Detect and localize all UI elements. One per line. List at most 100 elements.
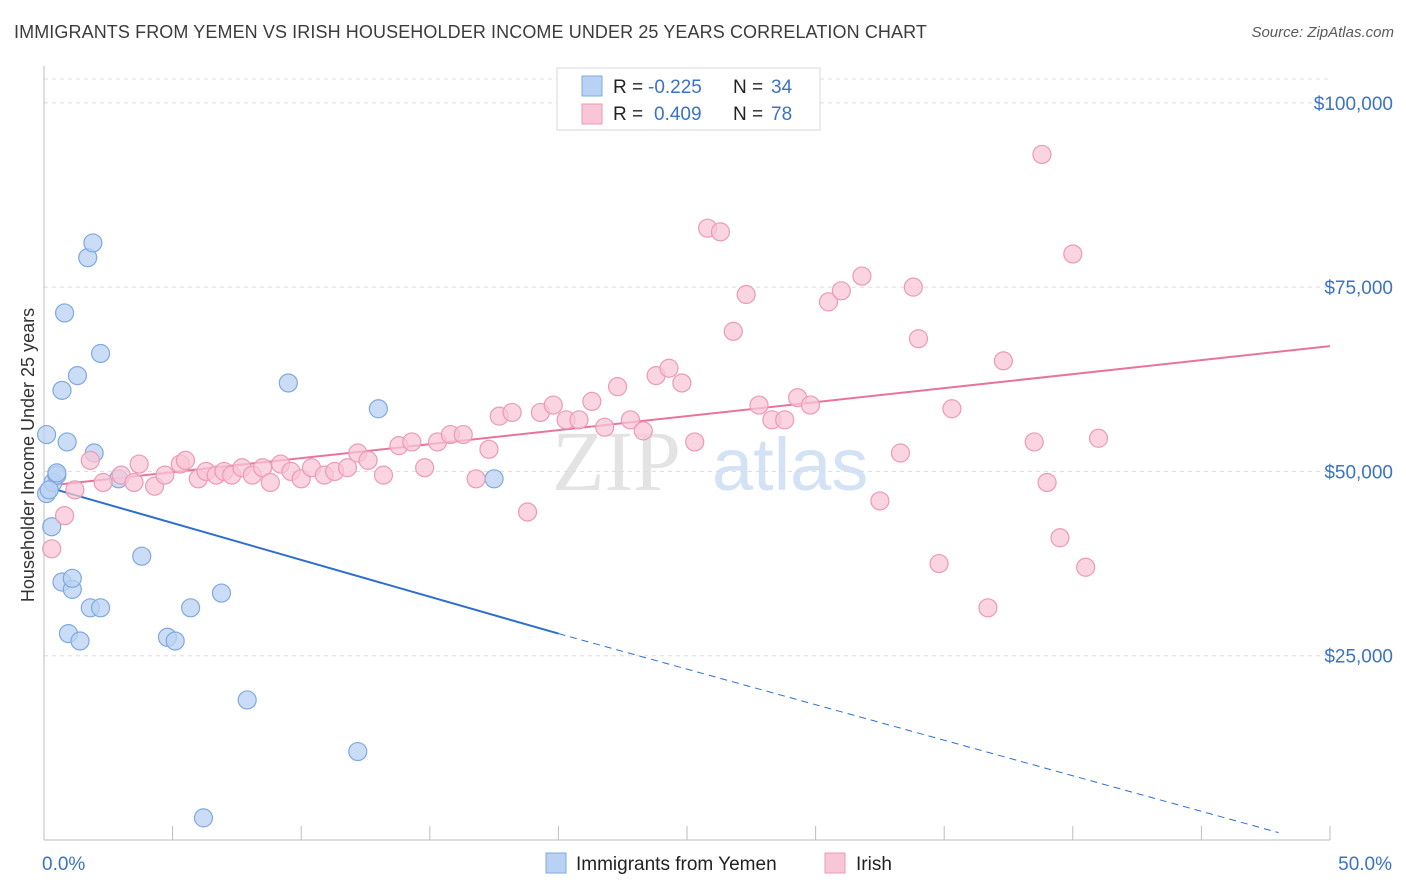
legend-n-label-yemen: N = (733, 77, 763, 98)
scatter-points (36, 144, 1109, 828)
legend-r-value-yemen: -0.225 (648, 77, 702, 98)
point-irish (818, 292, 839, 312)
chart-source: Source: ZipAtlas.com (1251, 24, 1394, 41)
legend-r-label-yemen: R = (613, 77, 643, 98)
point-irish (253, 458, 273, 478)
legend-n-value-irish: 78 (771, 104, 792, 125)
point-irish (1050, 528, 1070, 548)
point-yemen (42, 517, 62, 537)
point-irish (402, 432, 422, 452)
legend-r-value-irish: 0.409 (654, 104, 702, 125)
bottom-legend-label-irish: Irish (856, 854, 892, 875)
x-tick-label-min: 0.0% (42, 854, 85, 875)
legend-n-value-yemen: 34 (771, 77, 793, 98)
bottom-legend-swatch-irish (824, 852, 846, 874)
point-irish (415, 458, 435, 478)
point-yemen (83, 233, 103, 253)
point-irish (453, 424, 473, 445)
point-irish (569, 410, 589, 430)
point-irish (517, 502, 538, 522)
y-tick-label: $75,000 (1324, 278, 1393, 299)
point-irish (373, 465, 394, 485)
trend-line-yemen-extrapolated (558, 633, 1279, 834)
trend-lines (43, 345, 1331, 834)
point-yemen (90, 598, 111, 618)
point-yemen (348, 741, 368, 762)
legend: R = -0.225 N = 34 R = 0.409 N = 78 (556, 67, 821, 131)
point-irish (978, 598, 998, 618)
bottom-legend-swatch-yemen (545, 852, 567, 874)
point-irish (800, 395, 821, 415)
point-irish (620, 410, 641, 430)
point-yemen (368, 399, 388, 419)
point-yemen (211, 583, 232, 603)
point-irish (42, 539, 62, 559)
point-irish (358, 450, 378, 470)
point-irish (80, 450, 100, 470)
point-irish (890, 443, 911, 463)
point-irish (723, 321, 743, 341)
y-tick-labels: $25,000 $50,000 $75,000 $100,000 (1314, 94, 1393, 668)
y-tick-label: $50,000 (1324, 462, 1393, 483)
point-yemen (132, 546, 152, 566)
point-yemen (62, 568, 82, 588)
watermark: ZIP atlas (552, 413, 868, 509)
trend-line-yemen (43, 485, 559, 635)
point-irish (129, 454, 149, 474)
point-irish (659, 358, 679, 378)
chart-title: IMMIGRANTS FROM YEMEN VS IRISH HOUSEHOLD… (14, 22, 927, 42)
point-irish (1032, 144, 1052, 165)
point-irish (543, 395, 563, 415)
point-irish (260, 472, 280, 493)
point-yemen (193, 808, 214, 828)
point-irish (852, 266, 872, 286)
bottom-legend: Immigrants from Yemen Irish (545, 852, 892, 875)
x-tick-label-max: 50.0% (1338, 854, 1392, 875)
point-irish (831, 281, 851, 301)
point-irish (1024, 432, 1044, 452)
point-yemen (67, 366, 88, 386)
point-yemen (57, 432, 77, 452)
legend-swatch-yemen (581, 75, 603, 97)
point-irish (1037, 472, 1057, 493)
point-yemen (165, 631, 185, 651)
point-irish (466, 469, 486, 489)
point-irish (633, 421, 653, 441)
point-irish (54, 506, 75, 526)
point-irish (175, 450, 196, 470)
point-irish (582, 391, 602, 411)
point-irish (942, 399, 962, 419)
y-tick-label: $25,000 (1324, 647, 1393, 668)
point-irish (672, 373, 692, 393)
point-yemen (47, 463, 67, 483)
point-irish (870, 491, 890, 511)
point-irish (93, 472, 113, 493)
point-irish (1088, 428, 1109, 448)
point-irish (502, 402, 522, 423)
y-tick-label: $100,000 (1314, 94, 1393, 115)
point-yemen (54, 303, 75, 323)
point-yemen (52, 380, 72, 400)
point-yemen (70, 631, 90, 651)
legend-r-label-irish: R = (613, 104, 643, 125)
axes (43, 66, 1331, 841)
point-irish (607, 377, 628, 397)
point-irish (337, 458, 358, 478)
legend-swatch-irish (581, 103, 603, 125)
point-irish (775, 410, 795, 430)
watermark-atlas: atlas (712, 423, 868, 506)
point-irish (1063, 244, 1083, 264)
point-irish (908, 329, 929, 349)
point-yemen (237, 690, 257, 710)
point-irish (65, 480, 85, 500)
point-irish (479, 439, 499, 459)
point-irish (710, 222, 731, 242)
point-irish (1076, 557, 1096, 577)
point-yemen (39, 480, 59, 500)
point-irish (124, 472, 144, 493)
point-yemen (181, 598, 201, 618)
y-axis-label: Householder Income Under 25 years (18, 308, 38, 602)
point-irish (685, 432, 705, 452)
point-irish (903, 277, 923, 297)
